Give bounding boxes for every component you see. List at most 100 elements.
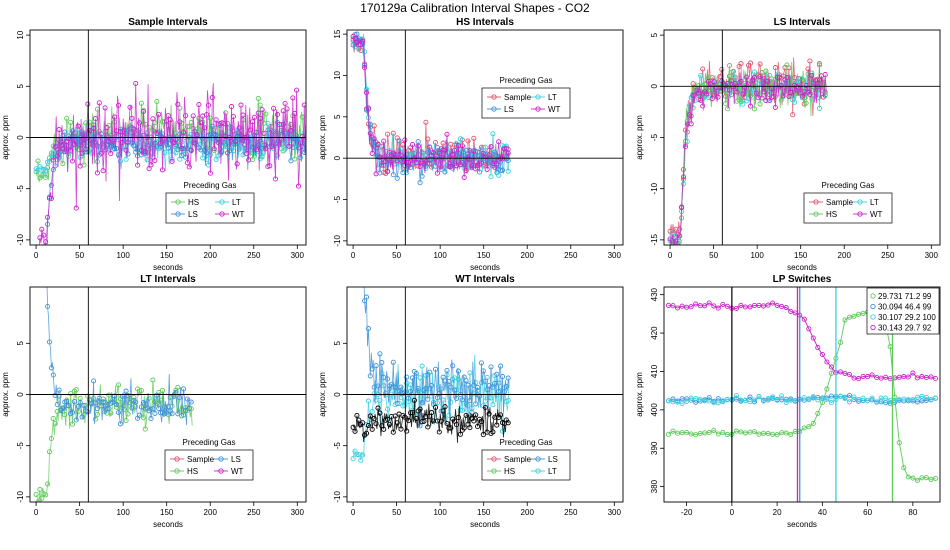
data-point-green	[742, 430, 748, 436]
data-point-LS	[476, 393, 483, 399]
data-point-Black	[436, 429, 442, 435]
data-point-LS	[38, 270, 42, 274]
legend: Preceding Gas HS LT LS WT	[165, 181, 255, 224]
data-point-LS	[184, 396, 190, 402]
data-point-LT	[496, 172, 502, 178]
data-point-LS	[501, 389, 507, 395]
data-point-Black	[408, 410, 414, 416]
y-tick-label: -5	[333, 442, 342, 450]
x-tick-label: 100	[116, 251, 130, 260]
data-point-WT	[373, 171, 379, 177]
data-point-WT	[135, 162, 141, 168]
data-point-HS	[815, 95, 821, 101]
x-tick-label: 250	[881, 251, 895, 260]
legend-label: HS	[188, 198, 199, 207]
x-tick-label: 50	[75, 251, 84, 260]
data-point-WT	[98, 150, 104, 156]
data-point-WT	[765, 78, 771, 84]
data-point-LS	[96, 395, 102, 401]
data-point-WT	[450, 151, 456, 157]
data-point-magenta	[828, 364, 834, 370]
data-point-LT	[419, 363, 425, 369]
data-point-WT	[753, 90, 759, 96]
data-point-cyan	[869, 395, 875, 401]
data-point-LT	[350, 456, 356, 462]
data-point-green	[733, 428, 739, 434]
data-point-LS	[69, 409, 76, 416]
data-point-LT	[354, 452, 360, 458]
data-point-green	[711, 427, 717, 433]
data-point-WT	[196, 101, 202, 108]
legend-swatch-marker	[535, 456, 541, 462]
data-point-WT	[186, 164, 192, 170]
figure-title: 170129a Calibration Interval Shapes - CO…	[360, 1, 590, 15]
data-point-LS	[425, 149, 431, 155]
data-point-green	[688, 431, 694, 437]
legend-swatch-marker	[535, 468, 541, 474]
y-tick-label: 10	[16, 30, 25, 39]
data-point-WT	[209, 95, 215, 101]
data-point-WT	[696, 90, 702, 96]
data-point-WT	[253, 147, 259, 153]
data-point-LS	[452, 387, 458, 393]
data-point-green	[706, 429, 712, 436]
data-point-Black	[381, 426, 387, 432]
data-point-LS	[186, 134, 192, 140]
series-line-magenta	[668, 302, 936, 380]
data-point-HS	[673, 243, 679, 245]
data-point-green	[801, 425, 807, 431]
x-tick-label: 150	[160, 508, 174, 517]
data-point-LS	[402, 389, 408, 395]
data-point-WT	[213, 117, 219, 123]
data-point-WT	[85, 101, 91, 107]
data-point-WT	[398, 152, 404, 158]
data-point-green	[914, 477, 920, 483]
data-point-WT	[96, 100, 102, 106]
data-point-HS	[676, 250, 680, 254]
data-point-LS	[434, 395, 440, 401]
data-point-HS	[48, 435, 54, 442]
legend-swatch-marker	[218, 468, 224, 474]
data-point-WT	[459, 143, 465, 149]
data-point-Sample	[432, 139, 439, 146]
data-point-cyan	[865, 398, 871, 404]
data-point-WT	[703, 91, 710, 97]
x-tick-label: 0	[668, 251, 673, 260]
data-point-LS	[188, 399, 194, 405]
data-point-blue	[846, 392, 853, 398]
data-point-HS	[52, 421, 58, 427]
data-point-cyan	[837, 393, 844, 399]
data-point-WT	[463, 168, 469, 174]
data-point-Black	[352, 428, 358, 434]
data-point-Black	[421, 418, 427, 424]
data-point-magenta	[774, 302, 780, 308]
data-point-LS	[353, 276, 357, 280]
data-point-WT	[198, 120, 204, 126]
y-tick-label: 0	[650, 84, 659, 89]
data-point-LS	[432, 366, 439, 372]
data-point-Black	[453, 422, 460, 428]
data-point-cyan	[720, 398, 726, 404]
x-tick-label: 200	[838, 251, 852, 260]
data-point-WT	[680, 174, 687, 180]
data-point-WT	[225, 150, 231, 156]
data-point-HS	[816, 62, 823, 68]
data-point-LT	[457, 136, 463, 142]
data-point-green	[783, 430, 789, 436]
legend-label: Sample	[504, 93, 532, 102]
data-point-LS	[409, 375, 416, 381]
data-point-Sample	[805, 66, 811, 72]
data-point-WT	[488, 144, 494, 150]
data-point-magenta	[842, 370, 848, 376]
data-point-LS	[112, 146, 118, 152]
data-point-green	[738, 429, 744, 435]
x-tick-label: 80	[908, 508, 917, 517]
data-point-Sample	[790, 112, 796, 118]
data-point-LS	[115, 409, 122, 416]
data-point-LS	[394, 400, 400, 407]
data-point-green	[851, 313, 857, 319]
data-point-WT	[48, 195, 54, 201]
data-point-Black	[365, 422, 371, 428]
data-point-WT	[698, 97, 704, 103]
legend: Preceding Gas Sample LT HS WT	[803, 181, 893, 224]
